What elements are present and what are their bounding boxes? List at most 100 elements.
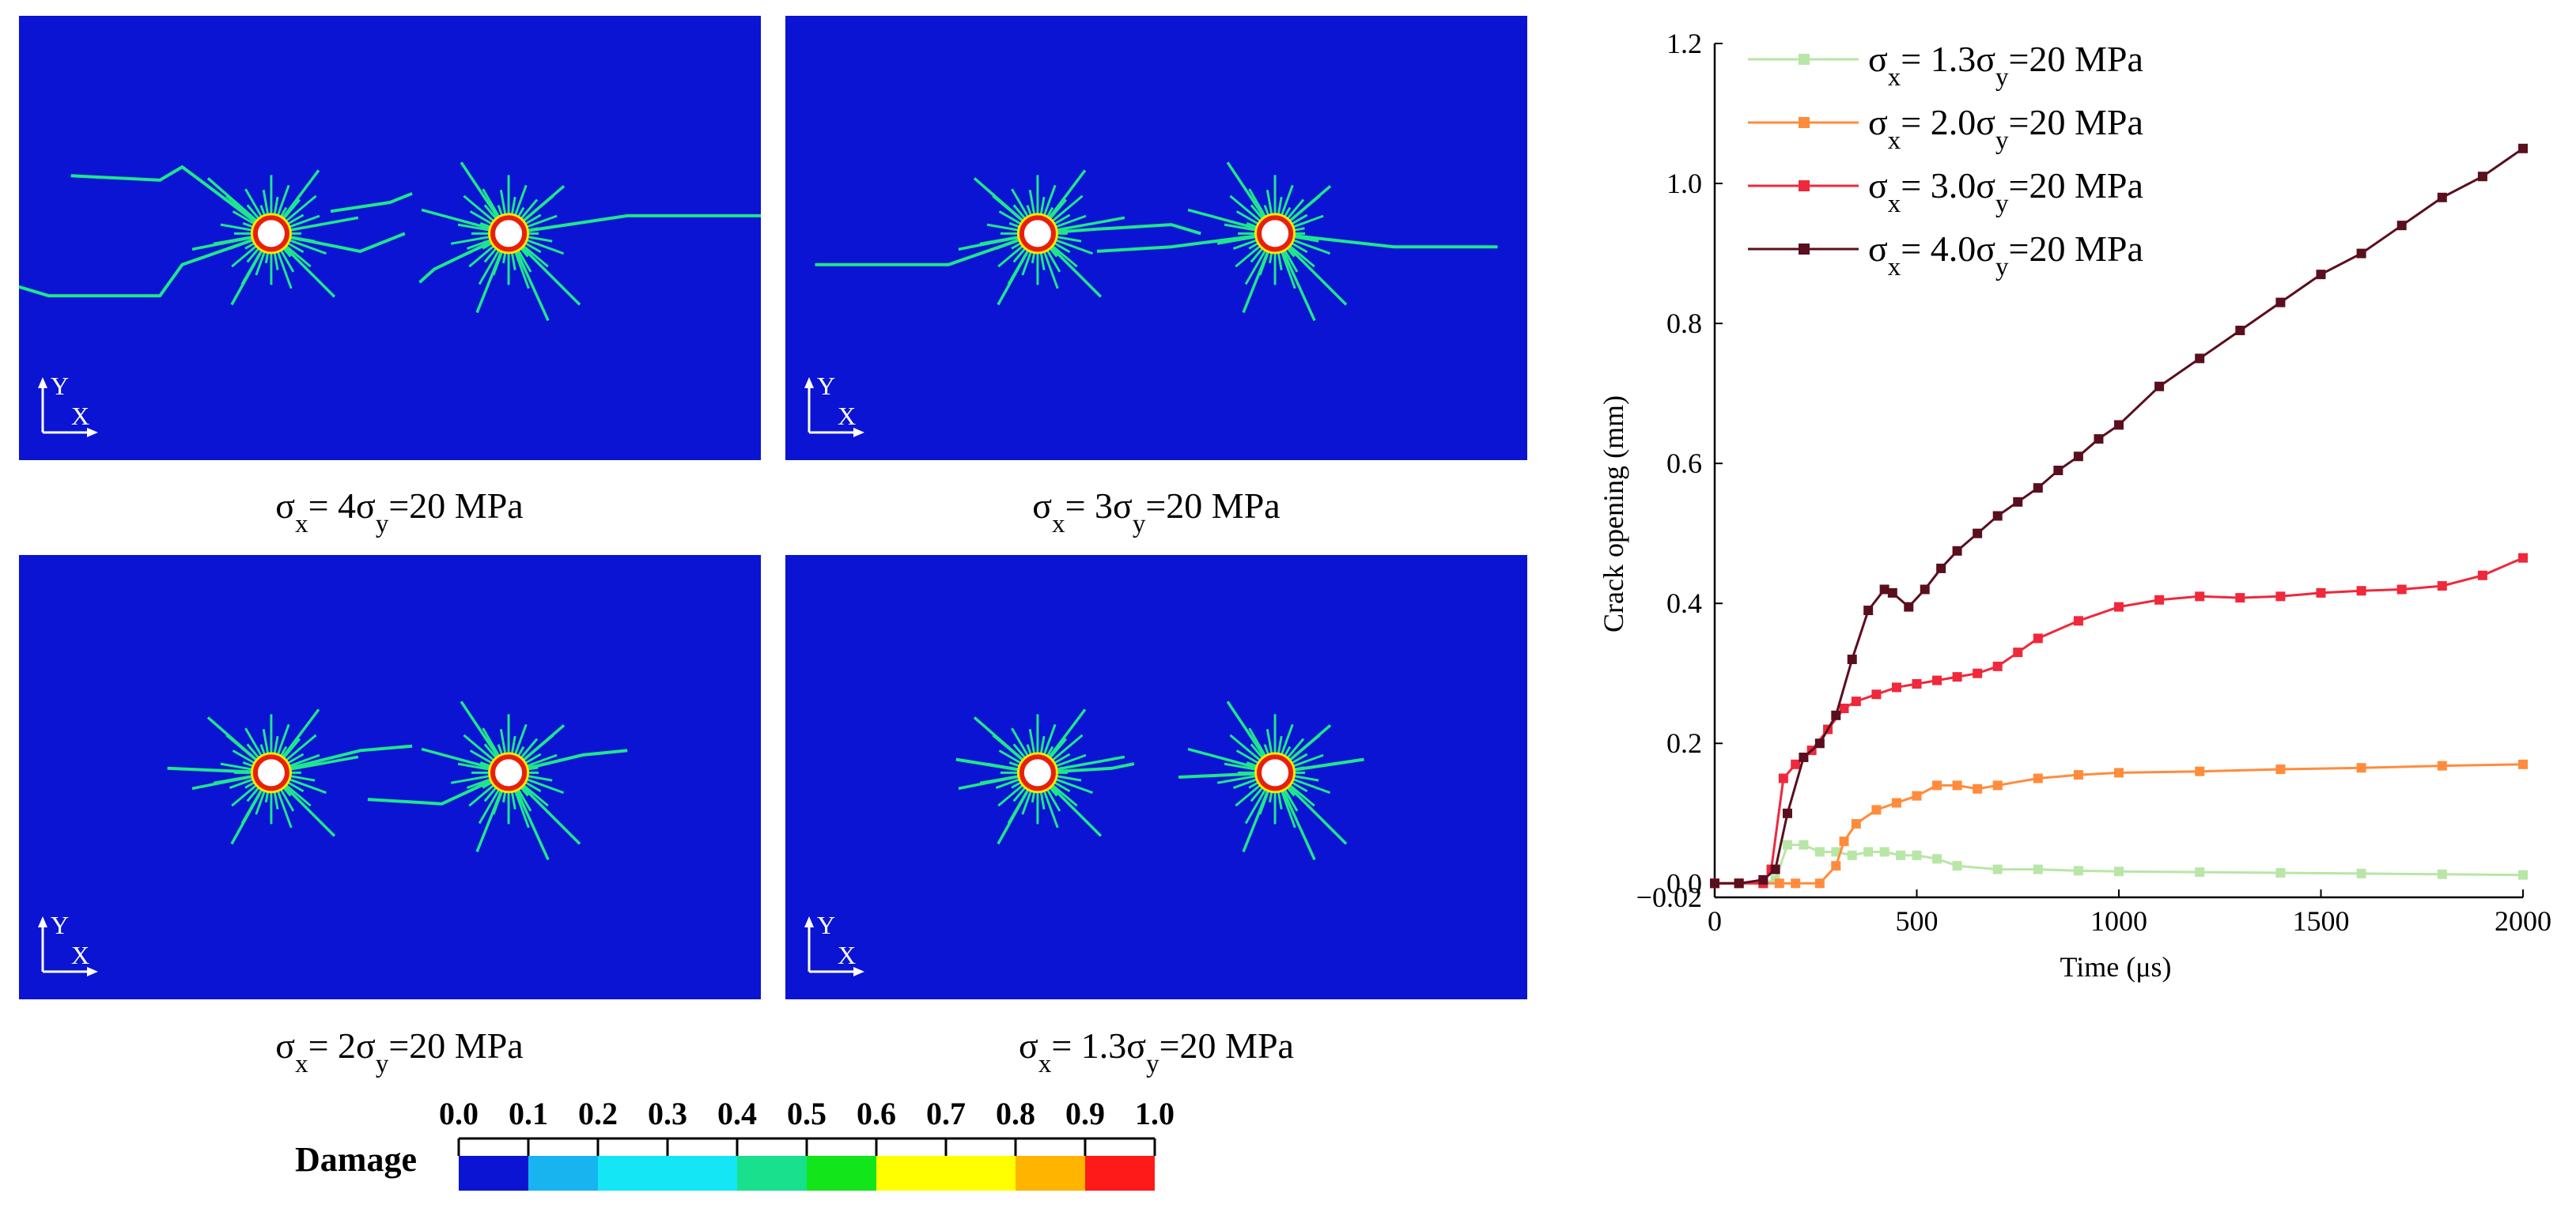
data-point [2396,584,2407,595]
crack-path [270,744,413,775]
legend-entry-3: σx= 3.0σy=20 MPa [1748,165,2143,218]
data-point [1791,759,1801,769]
data-point [2518,759,2528,769]
data-point [2437,761,2447,771]
borehole-2 [421,700,581,861]
panel-background [785,16,1527,460]
data-point [1839,836,1849,847]
data-point [1871,805,1882,815]
colorbar-swatch [737,1156,807,1191]
x-tick-label: 1500 [2293,905,2350,937]
y-tick-label: 1.2 [1666,28,1702,59]
legend-label: σx= 2.0σy=20 MPa [1868,102,2143,155]
colorbar-swatch [807,1156,876,1191]
data-point [2154,595,2165,605]
data-point [2195,591,2205,602]
data-point [1847,655,1857,665]
crack-opening-chart: 0 500 1000 1500 2000 −0.020.0 0.2 0.4 0.6 0.8 1.0 1… [1598,28,2551,983]
crack-path [508,749,628,775]
data-point [1992,780,2003,791]
colorbar-title: Damage [295,1140,417,1179]
crack-path [18,232,272,298]
data-point [2356,868,2366,878]
y-tick-label: 0.8 [1666,308,1702,339]
axis-x-label: X [838,941,856,969]
y-arrow-head [804,377,814,388]
damage-panel-2: YX [785,16,1527,460]
data-point [2073,616,2083,626]
colorbar-swatches [459,1156,1155,1191]
borehole-2 [1187,161,1348,322]
panel-caption-3: σx= 2σy=20 MPa [275,1025,523,1078]
chart-series [1710,143,2528,889]
crack-path [1037,762,1135,775]
axis-y-label: Y [817,911,835,939]
chart-legend: σx= 1.3σy=20 MPa σx= 2.0σy=20 MPa σx= 3.0σ… [1748,39,2143,281]
crack-path [70,164,273,236]
data-point [2154,381,2165,391]
data-point [2195,353,2205,364]
damage-panel-1: YX [18,16,761,460]
series-4 [1710,143,2528,889]
legend-entry-4: σx= 4.0σy=20 MPa [1748,228,2143,281]
crack-path [1274,232,1498,249]
data-point [2013,648,2023,658]
legend-label: σx= 3.0σy=20 MPa [1868,165,2143,218]
x-arrow-head [853,428,864,437]
data-point [2235,325,2245,335]
legend-label: σx= 1.3σy=20 MPa [1868,39,2143,92]
colorbar-swatch [1085,1156,1155,1191]
series-3 [1710,553,2528,889]
x-arrow-head [87,967,98,976]
data-point [2316,587,2326,598]
axis-x-label: X [71,941,89,969]
x-tick-label: 500 [1896,905,1939,937]
data-point [1871,689,1882,700]
borehole-1 [958,708,1125,845]
data-point [2437,192,2447,202]
borehole-hole [1257,754,1294,791]
legend-label: σx= 4.0σy=20 MPa [1868,228,2143,281]
data-point [1992,864,2003,874]
data-point [2518,870,2528,880]
x-tick-label: 0 [1708,905,1722,937]
data-point [1891,682,1901,693]
damage-colorbar: Damage 0.0 0.1 0.2 0.3 0.4 0.5 0.6 0.7 0.8 0.9 1.0 [295,1096,1175,1191]
x-tick-label: 2000 [2495,905,2551,937]
data-point [1778,773,1788,783]
data-point [1831,861,1841,871]
colorbar-swatch [598,1156,668,1191]
axis-y-label: Y [51,372,69,400]
y-tick-label: 0.2 [1666,727,1702,759]
data-point [1932,675,1942,685]
data-point [1799,752,1809,762]
x-axis-label: Time (μs) [2060,951,2172,983]
data-point [1952,780,1962,791]
data-point [2235,593,2245,603]
x-tick-label: 1000 [2090,905,2147,937]
data-point [1758,874,1768,885]
data-point [1799,840,1809,850]
colorbar-tick-label: 0.5 [787,1096,827,1131]
data-point [2073,451,2083,462]
axis-triad: YX [804,372,864,437]
panel-caption-2: σx= 3σy=20 MPa [1032,485,1280,538]
y-arrow-head [804,916,814,927]
data-point [2316,270,2326,280]
borehole-1 [191,169,359,306]
borehole-2 [421,161,581,322]
borehole-hole [252,215,289,252]
data-point [2356,586,2366,596]
data-point [1782,840,1792,850]
colorbar-tick-label: 0.9 [1065,1096,1105,1131]
data-point [1932,854,1942,864]
legend-marker [1799,180,1810,191]
data-point [2073,866,2083,876]
data-point [2033,483,2043,493]
colorbar-tick-label: 0.8 [996,1096,1035,1131]
data-point [1814,847,1825,857]
legend-marker [1799,54,1810,65]
x-arrow-head [853,967,864,976]
data-point [1839,703,1849,713]
